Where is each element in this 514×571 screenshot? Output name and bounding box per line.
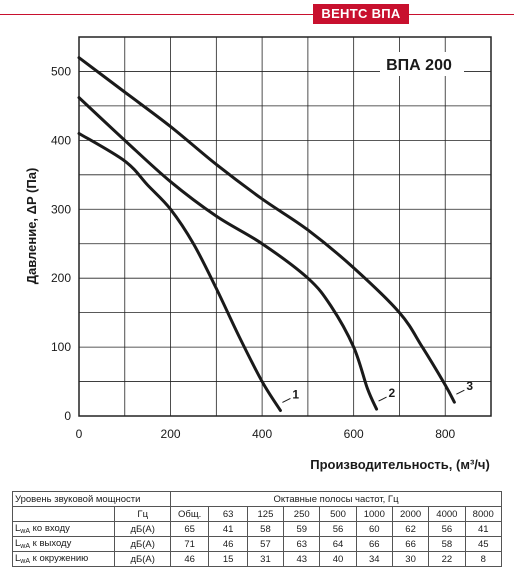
table-cell: 66 xyxy=(391,536,430,552)
row-unit: дБ(А) xyxy=(114,521,171,537)
curve-label-3: 3 xyxy=(466,379,473,393)
table-cell: 41 xyxy=(208,521,248,537)
table-cell: 46 xyxy=(208,536,248,552)
row-unit: дБ(А) xyxy=(114,551,171,567)
x-tick-label: 800 xyxy=(435,427,455,441)
band-header: 1000 xyxy=(355,506,393,522)
table-row: LwA ко входу дБ(А) 65 41 58 59 56 60 62 56 41 xyxy=(11,521,502,537)
x-tick-labels: 0 200 400 600 800 xyxy=(76,427,456,441)
total-header: Общ. xyxy=(169,506,210,522)
y-tick-label: 200 xyxy=(51,271,71,285)
plot-frame xyxy=(78,36,492,417)
curve-label-2: 2 xyxy=(389,386,396,400)
table-cell: 56 xyxy=(428,521,466,537)
table-cell: 64 xyxy=(319,536,357,552)
curve-label-leader xyxy=(378,396,387,402)
table-cell: 60 xyxy=(355,521,393,537)
table-cell: 15 xyxy=(208,551,248,567)
curves xyxy=(77,56,456,412)
brand-badge: ВЕНТС ВПА xyxy=(313,4,409,24)
curve-2 xyxy=(77,96,379,411)
table-cell: 56 xyxy=(319,521,357,537)
table-row: LwA к выходу дБ(А) 71 46 57 63 64 66 66 58 45 xyxy=(11,536,502,552)
band-header: 4000 xyxy=(428,506,466,522)
band-header: 250 xyxy=(283,506,321,522)
header-rule xyxy=(0,14,514,15)
x-tick-label: 600 xyxy=(344,427,364,441)
table-row: LwA к окружению дБ(А) 46 15 31 43 40 34 30 22 8 xyxy=(11,551,502,567)
y-tick-label: 300 xyxy=(51,202,71,216)
table-header-row: Уровень звуковой мощности Октавные полос… xyxy=(12,491,503,507)
row-total: 71 xyxy=(169,536,210,552)
x-axis-label: Производительность, (м³/ч) xyxy=(310,457,490,472)
x-tick-label: 0 xyxy=(76,427,83,441)
band-header: 63 xyxy=(208,506,248,522)
row-label: LwA к выходу xyxy=(11,536,115,552)
table-cell: 40 xyxy=(319,551,357,567)
band-header: 8000 xyxy=(464,506,502,522)
bands-title: Октавные полосы частот, Гц xyxy=(169,491,503,507)
y-axis-label: Давление, ΔP (Па) xyxy=(24,168,39,285)
row-label: LwA ко входу xyxy=(11,521,115,537)
sound-power-table: Уровень звуковой мощности Октавные полос… xyxy=(11,491,503,567)
y-tick-labels: 0 100 200 300 400 500 xyxy=(51,64,71,423)
blank-cell xyxy=(11,506,115,522)
table-cell: 22 xyxy=(428,551,466,567)
table-title: Уровень звуковой мощности xyxy=(12,491,171,507)
curve-label-leader xyxy=(282,398,291,403)
fan-curve-chart: 0 100 200 300 400 500 0 200 400 600 800 1 2 3 ВПА 2… xyxy=(24,36,492,472)
table-cell: 66 xyxy=(355,536,393,552)
table-cell: 62 xyxy=(391,521,430,537)
y-tick-label: 0 xyxy=(64,409,71,423)
band-header: 2000 xyxy=(391,506,430,522)
table-cell: 63 xyxy=(283,536,321,552)
table-cell: 30 xyxy=(391,551,430,567)
unit-header: Гц xyxy=(114,506,171,522)
table-cell: 45 xyxy=(464,536,502,552)
table-cell: 34 xyxy=(355,551,393,567)
table-cell: 58 xyxy=(246,521,285,537)
chart-title: ВПА 200 xyxy=(386,57,452,74)
x-tick-label: 200 xyxy=(161,427,181,441)
curve-labels: 1 2 3 xyxy=(282,379,473,403)
table-cell: 58 xyxy=(428,536,466,552)
curve-label-1: 1 xyxy=(292,387,299,401)
table-cell: 8 xyxy=(464,551,502,567)
row-total: 65 xyxy=(169,521,210,537)
y-tick-label: 500 xyxy=(51,64,71,78)
row-unit: дБ(А) xyxy=(114,536,171,552)
table-cell: 59 xyxy=(283,521,321,537)
table-cell: 43 xyxy=(283,551,321,567)
table-cell: 57 xyxy=(246,536,285,552)
curve-label-leader xyxy=(456,389,465,395)
band-header: 125 xyxy=(246,506,285,522)
table-band-row: Гц Общ. 63 125 250 500 1000 2000 4000 8000 xyxy=(11,506,502,522)
row-label: LwA к окружению xyxy=(11,551,115,567)
table-cell: 31 xyxy=(246,551,285,567)
chart-title-bg xyxy=(380,52,464,76)
x-tick-label: 400 xyxy=(252,427,272,441)
curve-1 xyxy=(77,131,282,412)
table-cell: 41 xyxy=(464,521,502,537)
y-tick-label: 400 xyxy=(51,133,71,147)
y-tick-label: 100 xyxy=(51,340,71,354)
band-header: 500 xyxy=(319,506,357,522)
row-total: 46 xyxy=(169,551,210,567)
curve-3 xyxy=(77,56,456,404)
